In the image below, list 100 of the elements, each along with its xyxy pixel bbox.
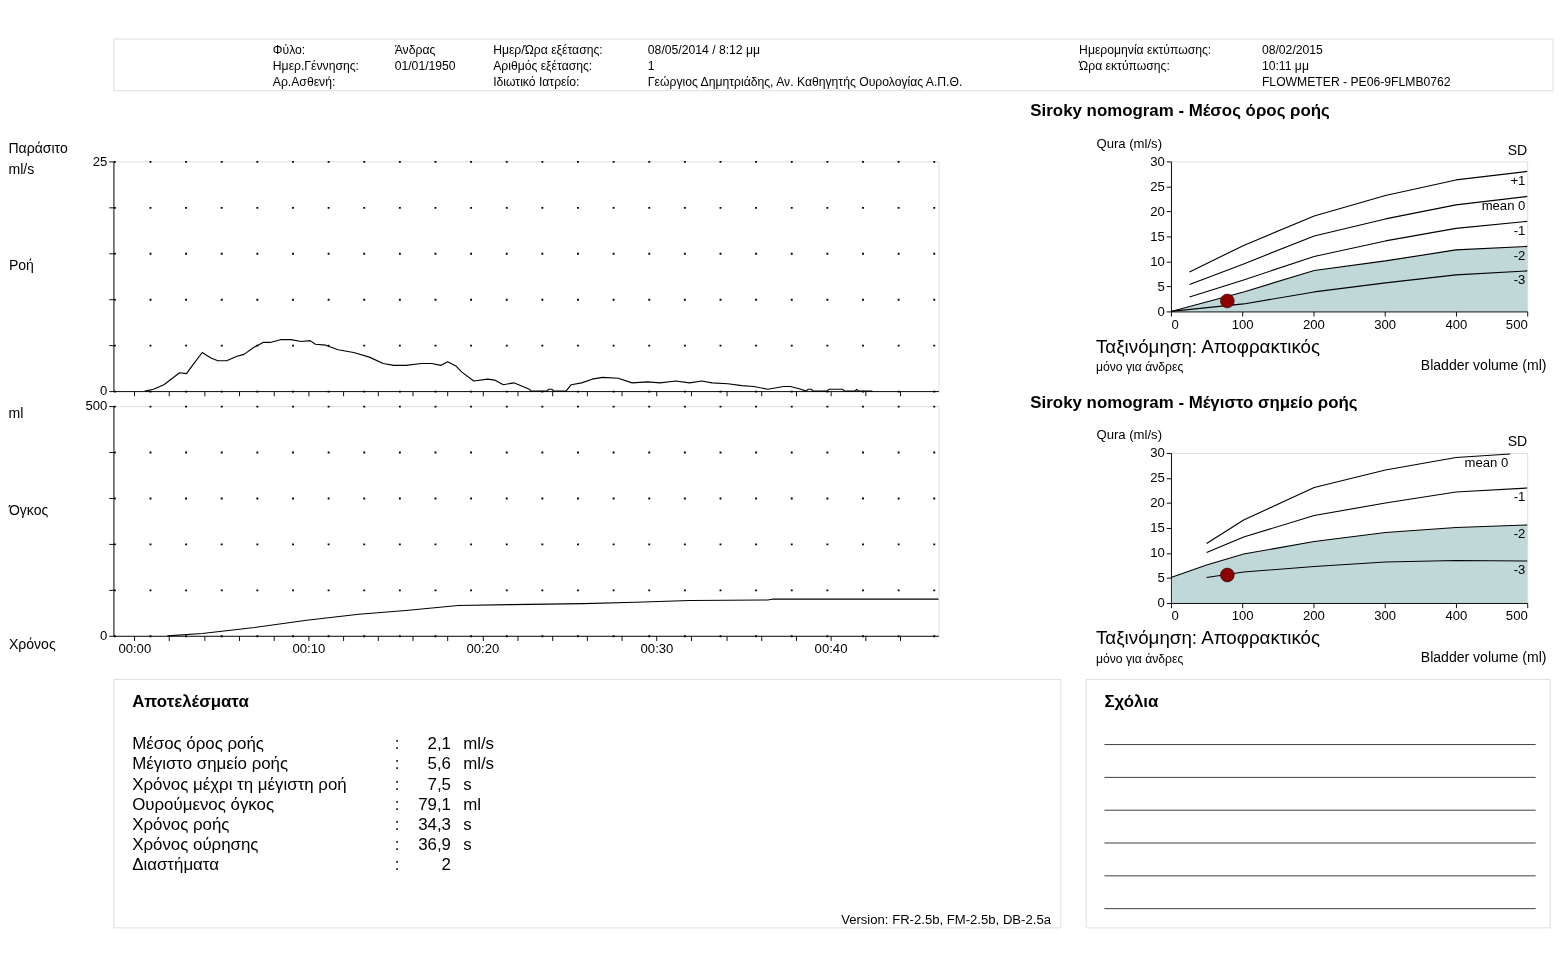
line-series (1206, 559, 1528, 579)
text: Χρόνος μέχρι τη μέγιστη ροή (132, 774, 347, 794)
y-tick-label: 30 (1150, 445, 1165, 461)
text: 10:11 μμ (1261, 59, 1309, 74)
text: ml/s (463, 734, 495, 754)
x-tick-label: 400 (1445, 316, 1468, 332)
series-label: -2 (1513, 247, 1526, 263)
text: 1 (647, 59, 655, 74)
x-tick-label: 00:00 (118, 641, 152, 657)
y-tick-label: 15 (1150, 228, 1165, 244)
text: Ημερ/Ώρα εξέτασης: (493, 42, 603, 57)
text: μόνο για άνδρες (1095, 360, 1184, 375)
y-tick-label: 0 (1157, 303, 1165, 319)
text: μόνο για άνδρες (1095, 652, 1184, 667)
x-tick-label: 500 (1505, 316, 1528, 332)
text: Γεώργιος Δημητριάδης, Αν. Καθηγητής Ουρολογίας Α.Π.Θ. (647, 75, 963, 90)
y-tick-label: 15 (1150, 520, 1165, 536)
y-tick-label: 10 (1150, 545, 1165, 561)
x-tick-label: 500 (1505, 608, 1528, 624)
text: SD (1507, 141, 1528, 158)
y-tick-label: 25 (1150, 178, 1165, 194)
x-tick-label: 00:10 (292, 641, 326, 657)
text: 2,1 (427, 734, 451, 754)
line-series (1206, 453, 1511, 545)
text: s (463, 835, 472, 855)
text: Ταξινόμηση: Αποφρακτικός (1095, 335, 1321, 357)
line-series (1188, 195, 1528, 285)
text: : (394, 835, 400, 855)
text: Ιδιωτικό Ιατρείο: (493, 75, 580, 90)
text: ml/s (8, 160, 35, 177)
y-tick-label: 0 (100, 383, 108, 399)
y-tick-label: 25 (92, 153, 108, 169)
text: ml/s (463, 754, 495, 774)
x-tick-label: 200 (1303, 608, 1325, 624)
x-tick-label: 100 (1231, 608, 1254, 624)
text: 01/01/1950 (394, 59, 456, 74)
x-tick-label: 100 (1231, 316, 1254, 332)
series-label: +1 (1510, 172, 1526, 188)
text: Μέσος όρος ροής (132, 734, 264, 754)
text: Αριθμός εξέτασης: (493, 59, 593, 74)
text: Ουρούμενος όγκος (132, 794, 275, 814)
text: 5,6 (427, 754, 451, 774)
text: Ώρα εκτύπωσης: (1078, 59, 1170, 74)
text: Σχόλια (1104, 692, 1159, 712)
text: : (394, 774, 400, 794)
text: Ημερομηνία εκτύπωσης: (1079, 42, 1212, 57)
text: : (394, 754, 400, 774)
chart-title: Siroky nomogram - Μέσος όρος ροής (1030, 101, 1331, 121)
line-series (1206, 487, 1528, 554)
x-axis-title: Bladder volume (ml) (1420, 648, 1547, 665)
text: 08/02/2015 (1261, 42, 1324, 57)
text: Φύλο: (272, 42, 306, 57)
line-series (1188, 220, 1528, 298)
y-tick-label: 5 (1157, 278, 1165, 294)
series-label: mean 0 (1464, 455, 1509, 471)
text: Αποτελέσματα (132, 692, 250, 712)
y-axis-title: Ροή (8, 256, 34, 273)
x-tick-label: 0 (1171, 608, 1179, 624)
y-tick-label: 0 (100, 628, 108, 644)
text: ml (463, 794, 481, 814)
x-tick-label: 0 (1171, 316, 1179, 332)
text: Αρ.Ασθενή: (272, 75, 336, 90)
y-tick-label: 25 (1150, 470, 1165, 486)
y-tick-label: 0 (1157, 595, 1165, 611)
text: ml (8, 405, 24, 422)
series-label: -3 (1513, 562, 1526, 578)
text: Χρόνος ούρησης (132, 835, 259, 855)
text: 34,3 (418, 814, 451, 834)
y-axis-title: Όγκος (7, 501, 49, 518)
x-axis-title: Χρόνος (8, 636, 56, 653)
x-tick-label: 300 (1374, 316, 1397, 332)
text: FLOWMETER - PE06-9FLMB0762 (1261, 75, 1451, 90)
text: Διαστήματα (132, 855, 220, 875)
text: s (463, 814, 472, 834)
text: Χρόνος ροής (132, 814, 230, 834)
y-tick-label: 20 (1150, 203, 1165, 219)
text: s (463, 774, 472, 794)
text: Μέγιστο σημείο ροής (132, 754, 289, 774)
text: Άνδρας (394, 42, 436, 57)
chart-title: Siroky nomogram - Μέγιστο σημείο ροής (1030, 393, 1358, 412)
x-tick-label: 400 (1445, 608, 1468, 624)
text: Version: FR-2.5b, FM-2.5b, DB-2.5a (841, 911, 1052, 927)
y-axis-title: Qura (ml/s) (1096, 427, 1163, 443)
series-label: -1 (1513, 222, 1526, 238)
text: Ημερ.Γέννησης: (272, 59, 359, 74)
series-label: mean 0 (1481, 197, 1526, 213)
y-tick-label: 20 (1150, 495, 1165, 511)
y-tick-label: 500 (85, 398, 108, 414)
x-tick-label: 00:30 (640, 641, 674, 657)
text: Ταξινόμηση: Αποφρακτικός (1095, 627, 1321, 649)
series-label: -1 (1513, 489, 1526, 505)
text: 79,1 (418, 794, 451, 814)
series-label: -2 (1513, 526, 1526, 542)
line-series (1188, 170, 1528, 273)
text: 36,9 (418, 835, 451, 855)
x-tick-label: 00:20 (466, 641, 500, 657)
y-tick-label: 10 (1150, 253, 1165, 269)
series-label: -3 (1513, 272, 1526, 288)
text: : (394, 855, 400, 875)
x-tick-label: 300 (1374, 608, 1397, 624)
